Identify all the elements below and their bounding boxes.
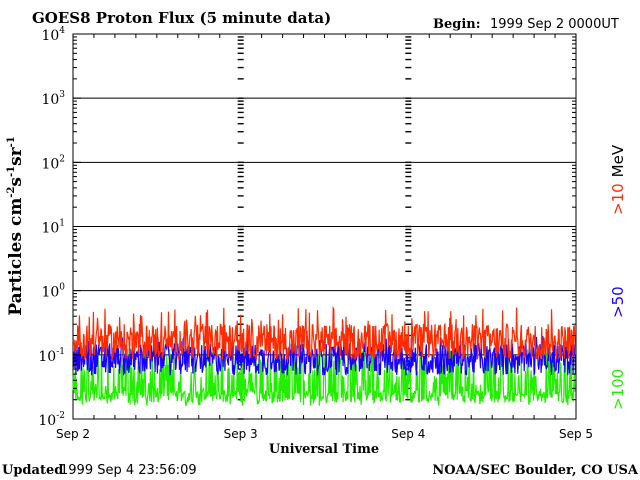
y-tick-label: 102 [41,154,65,172]
x-tick-label: Sep 3 [224,427,258,441]
y-tick-label: 103 [41,90,65,108]
y-axis-label: Particles cm-2s-1sr-1 [6,136,26,316]
series-layer [72,305,576,406]
x-axis-label: Universal Time [269,442,379,457]
y-tick-label: 104 [41,26,65,44]
x-tick-label: Sep 5 [559,427,593,441]
begin-label: Begin: [433,17,481,32]
updated-value: 1999 Sep 4 23:56:09 [60,463,197,478]
series-line-0 [72,305,576,362]
x-tick-label: Sep 2 [56,427,90,441]
credit-text: NOAA/SEC Boulder, CO USA [432,463,639,478]
y-tick-label: 10-1 [38,347,65,365]
updated-label: Updated [2,463,63,478]
legend-entry: >50 [609,286,627,318]
x-tick-label: Sep 4 [391,427,425,441]
legend-entry: >10MeV [609,144,627,215]
horizontal-gridlines [73,97,576,356]
y-axis-ticks: 104 103 102 101 100 10-1 10-2 [38,26,576,429]
y-tick-label: 101 [41,219,65,237]
y-tick-label: 100 [41,283,65,301]
x-axis-ticks: Sep 2 Sep 3 Sep 4 Sep 5 [56,34,593,441]
legend: >10MeV >50 >100 [609,144,627,410]
y-tick-label: 10-2 [38,411,65,429]
plot-area [72,33,577,420]
chart-title: GOES8 Proton Flux (5 minute data) [32,9,331,27]
legend-entry: >100 [609,369,627,410]
series-line-1 [72,335,576,376]
series-line-2 [72,348,576,406]
begin-value: 1999 Sep 2 0000UT [490,17,619,32]
